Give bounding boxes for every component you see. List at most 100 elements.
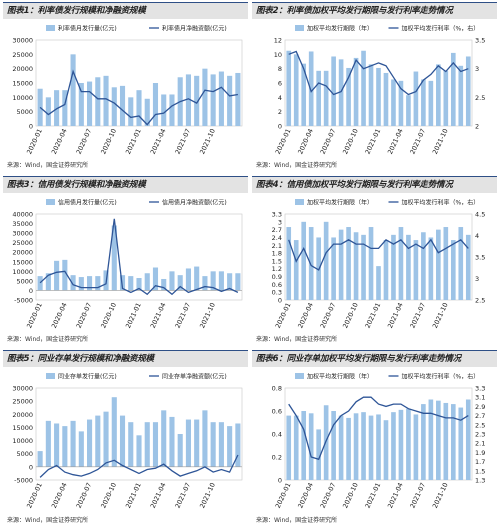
legend: 利率债月发行量(亿元) 利率债月净融资额(亿元)	[46, 25, 227, 33]
left-tick-label: 20000	[12, 249, 33, 257]
bar	[202, 410, 208, 467]
right-tick-label: 2.1	[475, 440, 485, 448]
bar	[450, 52, 456, 126]
bar	[286, 415, 292, 480]
x-tick-label: 2020-07	[319, 301, 338, 329]
x-tick-label: 2021-07	[408, 127, 427, 155]
chart-4: 00.30.60.91.21.51.82.12.42.733.32.533.54…	[272, 199, 486, 330]
x-tick-label: 2021-10	[431, 301, 450, 329]
x-tick-label: 2021-10	[431, 481, 450, 509]
bar	[338, 229, 344, 300]
bar	[128, 97, 134, 126]
bar	[450, 240, 456, 300]
legend-bar-swatch	[295, 199, 304, 205]
panel-title: 图表5：同业存单发行规模和净融资规模	[7, 354, 154, 364]
x-tick-label: 2020-10	[341, 127, 360, 155]
left-tick-label: 0.2	[272, 454, 282, 462]
bar	[136, 435, 142, 467]
bar	[202, 276, 208, 291]
bar	[323, 70, 329, 126]
bar	[70, 54, 76, 127]
x-tick-label: 2020-01	[25, 301, 44, 329]
bar	[443, 402, 449, 480]
x-tick-label: 2020-01	[274, 481, 293, 509]
x-tick-label: 2020-04	[296, 481, 315, 509]
bar	[194, 266, 200, 291]
bar	[235, 273, 241, 291]
left-tick-label: 10000	[12, 268, 33, 276]
bar	[331, 56, 336, 126]
bar	[152, 267, 159, 291]
bar	[346, 67, 351, 126]
bar	[218, 271, 224, 291]
bar	[210, 422, 216, 467]
left-tick-label: -5000	[14, 297, 33, 305]
bar	[185, 419, 191, 467]
chart-2: 0 2 4 6 8 10 12 2 2.5 3 3.5 加权平均发行期限（年） 加权平均发行利率（%，右…	[274, 25, 486, 156]
bar	[413, 71, 419, 126]
panel-title: 图表2：利率债加权平均发行期限与发行利率走势情况	[256, 6, 453, 16]
x-tick-label: 2020-04	[296, 127, 315, 155]
bar	[218, 422, 224, 467]
x-tick-label: 2021-01	[364, 301, 383, 329]
panel-header: 图表5：同业存单发行规模和净融资规模	[3, 350, 248, 367]
left-tick-label: 8	[278, 65, 282, 73]
bar	[346, 227, 351, 300]
bar	[152, 422, 159, 467]
right-tick-label: 2.3	[475, 431, 485, 439]
bar	[421, 404, 426, 480]
left-tick-label: 25000	[12, 398, 33, 406]
legend-bar-label: 加权平均发行期限（年）	[307, 25, 373, 33]
bar	[465, 234, 471, 300]
bar	[368, 64, 374, 126]
bar	[45, 420, 51, 467]
right-tick-label: 2.5	[475, 94, 485, 102]
left-tick-label: 30000	[12, 230, 33, 238]
bar	[436, 400, 441, 480]
bar	[128, 276, 134, 291]
bar	[128, 422, 134, 467]
bar	[227, 75, 233, 126]
x-tick-label: 2021-01	[364, 481, 383, 509]
bar	[353, 57, 359, 126]
bar	[450, 404, 456, 480]
bar	[316, 70, 321, 126]
series-line	[288, 50, 469, 96]
legend-bar-swatch	[46, 373, 55, 379]
x-tick-label: 2021-04	[386, 301, 405, 329]
panel-header: 图表6：同业存单加权平均发行期限与发行利率走势情况	[252, 350, 497, 367]
bar	[227, 426, 233, 467]
panel-5: 图表5：同业存单发行规模和净融资规模 -5000 0 5000 10000 15000 2…	[3, 350, 248, 528]
left-tick-label: 0.8	[272, 385, 282, 393]
left-tick-label: 0.6	[272, 281, 282, 289]
bar	[301, 63, 307, 126]
right-tick-label: 3.5	[475, 254, 485, 262]
bar	[111, 225, 117, 291]
x-tick-label: 2021-04	[149, 481, 168, 509]
bar	[458, 65, 464, 126]
bar	[323, 221, 329, 300]
panel-2: 图表2：利率债加权平均发行期限与发行利率走势情况 0 2 4 6 8 10 12 2 2.5 3 3…	[252, 2, 497, 172]
x-tick-label: 2021-04	[149, 301, 168, 329]
panel-title: 图表3：信用债发行规模和净融资规模	[7, 180, 146, 190]
bar	[103, 411, 109, 467]
panel-6: 图表6：同业存单加权平均发行期限与发行利率走势情况 0 0.2 0.4 0.6 0.8 1…	[252, 350, 497, 528]
left-tick-label: 10000	[12, 437, 33, 445]
bar	[95, 77, 101, 126]
bar	[218, 71, 224, 126]
bar	[70, 275, 76, 291]
bar	[316, 429, 321, 480]
left-tick-label: 0.3	[272, 289, 282, 297]
bar	[406, 95, 411, 126]
bar	[391, 234, 396, 300]
bar	[376, 67, 381, 126]
left-tick-label: 25000	[12, 239, 33, 247]
bar	[144, 422, 150, 467]
right-tick-label: 1.5	[475, 467, 485, 475]
bar	[119, 85, 126, 126]
x-tick-label: 2021-07	[174, 301, 193, 329]
left-tick-label: 0	[29, 463, 33, 471]
right-tick-label: 2.9	[475, 403, 485, 411]
source-note: 来源：Wind，国金证券研究所	[7, 162, 89, 169]
legend-bar-swatch	[46, 25, 55, 31]
